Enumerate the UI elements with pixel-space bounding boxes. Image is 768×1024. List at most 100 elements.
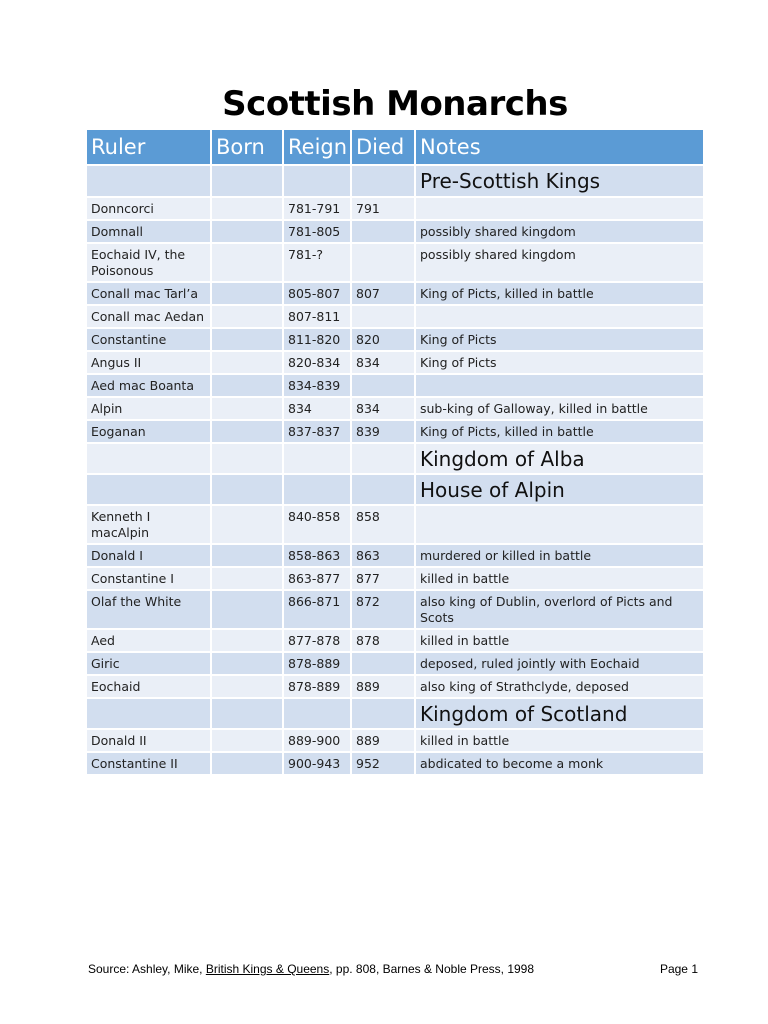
cell-born (211, 197, 284, 221)
cell-notes: also king of Strathclyde, deposed (415, 675, 703, 699)
table-row: Constantine II 900-943 952 abdicated to bec… (87, 752, 703, 776)
footer: Source: Ashley, Mike, British Kings & Qu… (88, 962, 700, 976)
cell-ruler: Donald I (87, 544, 212, 568)
table-row: Donncorci 781-791 791 (87, 197, 703, 221)
cell-notes: also king of Dublin, overlord of Picts a… (415, 590, 703, 630)
cell-reign: 878-889 (283, 652, 352, 676)
cell-born (211, 675, 284, 699)
cell-born (211, 305, 284, 329)
cell-reign: 781-? (283, 243, 352, 283)
cell-died (351, 220, 416, 244)
table-row: Eoganan 837-837 839 King of Picts, killed i… (87, 420, 703, 444)
table-body: Pre-Scottish Kings Donncorci 781-791 791 Dom… (87, 165, 703, 776)
source-suffix: , pp. 808, Barnes & Noble Press, 1998 (329, 962, 535, 976)
cell-reign: 781-791 (283, 197, 352, 221)
table-row: Alpin 834 834 sub-king of Galloway, killed … (87, 397, 703, 421)
empty-cell (211, 698, 284, 730)
empty-cell (351, 698, 416, 730)
empty-cell (283, 443, 352, 475)
table-row: Conall mac Tarl’a 805-807 807 King of Picts… (87, 282, 703, 306)
empty-cell (211, 165, 284, 198)
cell-reign: 811-820 (283, 328, 352, 352)
cell-died: 878 (351, 629, 416, 653)
empty-cell (87, 698, 212, 730)
cell-notes (415, 305, 703, 329)
cell-notes: abdicated to become a monk (415, 752, 703, 776)
cell-ruler: Conall mac Tarl’a (87, 282, 212, 306)
empty-cell (351, 474, 416, 506)
cell-died (351, 243, 416, 283)
cell-died: 858 (351, 505, 416, 545)
section-title: Kingdom of Scotland (415, 698, 703, 730)
cell-notes (415, 197, 703, 221)
cell-born (211, 420, 284, 444)
cell-reign: 878-889 (283, 675, 352, 699)
page-title: Scottish Monarchs (222, 84, 568, 124)
cell-notes: killed in battle (415, 729, 703, 753)
cell-born (211, 752, 284, 776)
cell-born (211, 652, 284, 676)
section-row: Kingdom of Alba (87, 443, 703, 475)
cell-died: 952 (351, 752, 416, 776)
cell-ruler: Giric (87, 652, 212, 676)
cell-reign: 889-900 (283, 729, 352, 753)
cell-born (211, 220, 284, 244)
cell-died: 839 (351, 420, 416, 444)
table-row: Constantine 811-820 820 King of Picts (87, 328, 703, 352)
cell-notes: King of Picts, killed in battle (415, 420, 703, 444)
table-row: Conall mac Aedan 807-811 (87, 305, 703, 329)
cell-reign: 858-863 (283, 544, 352, 568)
table-row: Olaf the White 866-871 872 also king of Dub… (87, 590, 703, 630)
page-number: Page 1 (659, 962, 698, 976)
cell-reign: 877-878 (283, 629, 352, 653)
header-born: Born (211, 130, 284, 166)
cell-born (211, 243, 284, 283)
empty-cell (211, 443, 284, 475)
cell-ruler: Eochaid IV, the Poisonous (87, 243, 212, 283)
cell-died: 863 (351, 544, 416, 568)
cell-ruler: Donncorci (87, 197, 212, 221)
empty-cell (283, 474, 352, 506)
cell-ruler: Eochaid (87, 675, 212, 699)
cell-died: 820 (351, 328, 416, 352)
cell-notes: sub-king of Galloway, killed in battle (415, 397, 703, 421)
cell-died: 807 (351, 282, 416, 306)
cell-born (211, 374, 284, 398)
cell-ruler: Aed mac Boanta (87, 374, 212, 398)
cell-notes: King of Picts (415, 328, 703, 352)
table-row: Angus II 820-834 834 King of Picts (87, 351, 703, 375)
cell-reign: 837-837 (283, 420, 352, 444)
cell-ruler: Constantine I (87, 567, 212, 591)
header-ruler: Ruler (87, 130, 212, 166)
cell-notes: deposed, ruled jointly with Eochaid (415, 652, 703, 676)
cell-ruler: Conall mac Aedan (87, 305, 212, 329)
table-row: Donald I 858-863 863 murdered or killed in … (87, 544, 703, 568)
section-title: Pre-Scottish Kings (415, 165, 703, 198)
table-header-row: Ruler Born Reign Died Notes (87, 130, 703, 166)
empty-cell (283, 165, 352, 198)
cell-reign: 866-871 (283, 590, 352, 630)
table-row: Eochaid 878-889 889 also king of Strathclyd… (87, 675, 703, 699)
header-reign: Reign (283, 130, 352, 166)
cell-reign: 840-858 (283, 505, 352, 545)
table-row: Giric 878-889 deposed, ruled jointly with … (87, 652, 703, 676)
cell-died: 877 (351, 567, 416, 591)
cell-notes: murdered or killed in battle (415, 544, 703, 568)
table-row: Kenneth I macAlpin 840-858 858 (87, 505, 703, 545)
cell-born (211, 282, 284, 306)
cell-reign: 781-805 (283, 220, 352, 244)
cell-ruler: Donald II (87, 729, 212, 753)
cell-ruler: Constantine (87, 328, 212, 352)
monarchs-table: Ruler Born Reign Died Notes Pre-Scottish… (87, 130, 703, 776)
cell-reign: 805-807 (283, 282, 352, 306)
source-title-link[interactable]: British Kings & Queens (205, 962, 330, 976)
cell-reign: 820-834 (283, 351, 352, 375)
cell-born (211, 629, 284, 653)
cell-ruler: Olaf the White (87, 590, 212, 630)
cell-born (211, 544, 284, 568)
section-row: House of Alpin (87, 474, 703, 506)
table-row: Constantine I 863-877 877 killed in battle (87, 567, 703, 591)
cell-reign: 900-943 (283, 752, 352, 776)
empty-cell (351, 443, 416, 475)
section-row: Kingdom of Scotland (87, 698, 703, 730)
